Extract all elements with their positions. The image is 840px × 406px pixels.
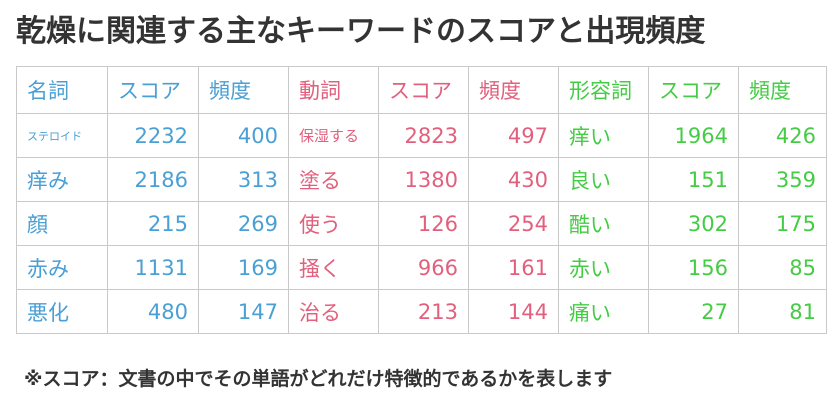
adjective-cell: 良い: [558, 157, 649, 202]
verb-frequency-cell: 161: [468, 245, 559, 290]
verb-score-cell: 2823: [378, 113, 469, 158]
header-noun-frequency: 頻度: [198, 66, 289, 114]
header-adjective-frequency: 頻度: [738, 66, 827, 114]
header-adjective: 形容詞: [558, 66, 649, 114]
noun-frequency-cell: 169: [198, 245, 289, 290]
adjective-cell: 酷い: [558, 201, 649, 246]
header-row: 名詞 スコア 頻度 動詞 スコア 頻度 形容詞 スコア 頻度: [16, 66, 827, 114]
score-footnote: ※スコア：文書の中でその単語がどれだけ特徴的であるかを表します: [24, 368, 613, 390]
header-verb: 動詞: [288, 66, 379, 114]
adjective-score-cell: 302: [648, 201, 739, 246]
header-noun: 名詞: [16, 66, 108, 114]
adjective-cell: 痒い: [558, 113, 649, 158]
adjective-frequency-cell: 85: [738, 245, 827, 290]
header-verb-frequency: 頻度: [468, 66, 559, 114]
noun-score-cell: 2232: [107, 113, 199, 158]
noun-cell: 悪化: [16, 289, 108, 334]
table-row: 顔 215 269 使う 126 254 酷い 302 175: [16, 201, 827, 246]
verb-score-cell: 966: [378, 245, 469, 290]
verb-frequency-cell: 254: [468, 201, 559, 246]
adjective-score-cell: 151: [648, 157, 739, 202]
header-adjective-score: スコア: [648, 66, 739, 114]
table-row: 痒み 2186 313 塗る 1380 430 良い 151 359: [16, 157, 827, 202]
header-noun-score: スコア: [107, 66, 199, 114]
adjective-frequency-cell: 81: [738, 289, 827, 334]
noun-frequency-cell: 147: [198, 289, 289, 334]
noun-cell: 痒み: [16, 157, 108, 202]
page-title: 乾燥に関連する主なキーワードのスコアと出現頻度: [16, 14, 706, 49]
adjective-frequency-cell: 175: [738, 201, 827, 246]
adjective-frequency-cell: 359: [738, 157, 827, 202]
noun-frequency-cell: 400: [198, 113, 289, 158]
noun-score-cell: 1131: [107, 245, 199, 290]
verb-cell: 治る: [288, 289, 379, 334]
verb-score-cell: 1380: [378, 157, 469, 202]
verb-score-cell: 213: [378, 289, 469, 334]
noun-cell: 顔: [16, 201, 108, 246]
noun-score-cell: 480: [107, 289, 199, 334]
verb-frequency-cell: 497: [468, 113, 559, 158]
adjective-cell: 痛い: [558, 289, 649, 334]
noun-score-cell: 215: [107, 201, 199, 246]
header-verb-score: スコア: [378, 66, 469, 114]
verb-cell: 使う: [288, 201, 379, 246]
table-row: 赤み 1131 169 掻く 966 161 赤い 156 85: [16, 245, 827, 290]
noun-cell: ステロイド: [16, 113, 108, 158]
verb-score-cell: 126: [378, 201, 469, 246]
noun-score-cell: 2186: [107, 157, 199, 202]
verb-cell: 保湿する: [288, 113, 379, 158]
noun-cell: 赤み: [16, 245, 108, 290]
adjective-score-cell: 27: [648, 289, 739, 334]
adjective-score-cell: 1964: [648, 113, 739, 158]
verb-cell: 塗る: [288, 157, 379, 202]
table-row: 悪化 480 147 治る 213 144 痛い 27 81: [16, 289, 827, 334]
noun-frequency-cell: 313: [198, 157, 289, 202]
verb-frequency-cell: 144: [468, 289, 559, 334]
keyword-table: 名詞 スコア 頻度 動詞 スコア 頻度 形容詞 スコア 頻度 ステロイド 223…: [16, 66, 827, 334]
verb-cell: 掻く: [288, 245, 379, 290]
adjective-frequency-cell: 426: [738, 113, 827, 158]
adjective-score-cell: 156: [648, 245, 739, 290]
table-row: ステロイド 2232 400 保湿する 2823 497 痒い 1964 426: [16, 113, 827, 158]
noun-frequency-cell: 269: [198, 201, 289, 246]
adjective-cell: 赤い: [558, 245, 649, 290]
verb-frequency-cell: 430: [468, 157, 559, 202]
